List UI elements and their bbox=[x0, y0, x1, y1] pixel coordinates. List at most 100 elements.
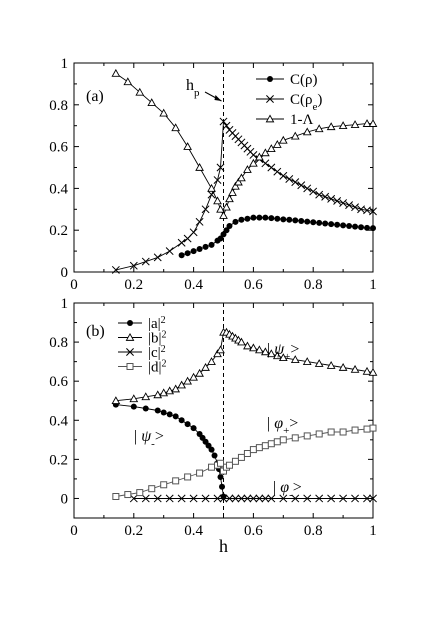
legend-label: C(ρe) bbox=[290, 92, 322, 113]
state-label-part: | bbox=[134, 428, 141, 445]
x-tick-label-part: 0.6 bbox=[244, 277, 263, 293]
data-point bbox=[220, 493, 227, 500]
data-point bbox=[327, 428, 335, 436]
data-point bbox=[291, 494, 300, 503]
data-point bbox=[364, 224, 371, 231]
data-point bbox=[165, 494, 174, 503]
series-0 bbox=[112, 401, 227, 500]
data-point bbox=[351, 203, 360, 212]
data-point bbox=[136, 489, 144, 497]
state-label-part: ψ bbox=[141, 428, 152, 445]
data-point bbox=[243, 450, 251, 457]
legend-label-part: |c| bbox=[148, 345, 161, 361]
state-label-part: φ bbox=[280, 479, 289, 496]
data-point bbox=[183, 142, 192, 150]
data-point bbox=[261, 442, 269, 450]
data-point bbox=[201, 205, 210, 214]
data-point bbox=[303, 184, 312, 193]
data-point bbox=[266, 349, 276, 358]
data-point bbox=[153, 494, 162, 503]
data-point bbox=[129, 394, 139, 403]
data-point bbox=[160, 481, 168, 489]
data-point bbox=[231, 494, 240, 503]
legend-marker bbox=[267, 76, 273, 82]
x-tick-label: 0 bbox=[70, 523, 78, 539]
data-point bbox=[314, 359, 324, 367]
data-point bbox=[314, 124, 324, 133]
data-point bbox=[184, 421, 191, 428]
y-tick-label-part: 0.2 bbox=[49, 223, 68, 239]
data-point bbox=[219, 117, 228, 126]
data-point bbox=[310, 219, 317, 226]
data-point bbox=[154, 407, 161, 414]
hp-annotation-part: h bbox=[186, 77, 194, 94]
data-point bbox=[244, 215, 251, 222]
y-tick-label: 1 bbox=[61, 296, 69, 312]
legend-label-part: 2 bbox=[161, 315, 166, 326]
data-point bbox=[249, 494, 258, 503]
series-0 bbox=[178, 214, 376, 259]
data-point bbox=[222, 202, 231, 211]
data-point bbox=[291, 178, 300, 187]
data-point bbox=[255, 494, 264, 503]
legend-label: C(ρ) bbox=[290, 72, 318, 88]
y-tick-label: 0.8 bbox=[49, 335, 68, 351]
y-tick-label-part: 1 bbox=[61, 296, 69, 312]
data-point bbox=[207, 357, 216, 365]
data-point bbox=[234, 177, 243, 186]
data-point bbox=[279, 171, 288, 180]
series-3 bbox=[112, 424, 377, 500]
legend-label-part: 1-Λ bbox=[290, 112, 313, 128]
data-point bbox=[243, 341, 252, 350]
state-label: | ψ+> bbox=[267, 341, 299, 363]
data-point bbox=[279, 494, 288, 503]
data-point bbox=[189, 372, 198, 381]
data-point bbox=[350, 120, 360, 128]
data-point bbox=[290, 131, 300, 140]
data-point bbox=[141, 392, 151, 401]
legend-label-part: 2 bbox=[162, 358, 167, 369]
legend-entry-1: |b|2 bbox=[118, 329, 167, 347]
y-tick-label-part: 0 bbox=[61, 265, 69, 281]
data-point bbox=[328, 221, 335, 228]
legend-marker bbox=[266, 95, 274, 103]
data-point bbox=[237, 337, 246, 346]
data-point bbox=[351, 426, 359, 434]
data-point bbox=[183, 234, 192, 243]
x-tick-label-part: 0.4 bbox=[184, 277, 203, 293]
y-tick-label: 0.8 bbox=[49, 98, 68, 114]
y-tick-label-part: 1 bbox=[61, 56, 69, 72]
state-label-part: | bbox=[267, 415, 274, 432]
x-axis-label: h bbox=[219, 536, 228, 556]
data-point bbox=[111, 265, 120, 274]
data-point bbox=[274, 215, 281, 222]
data-point bbox=[213, 349, 222, 358]
series-1 bbox=[111, 327, 378, 405]
data-point bbox=[216, 163, 225, 172]
legend-marker bbox=[127, 320, 133, 326]
data-point bbox=[177, 494, 186, 503]
data-point bbox=[261, 159, 270, 168]
data-point bbox=[303, 432, 311, 440]
data-point bbox=[195, 217, 204, 226]
data-point bbox=[334, 221, 341, 228]
data-point bbox=[231, 457, 239, 465]
data-point bbox=[273, 438, 281, 446]
data-point bbox=[326, 361, 336, 369]
data-point bbox=[243, 494, 252, 503]
data-point bbox=[255, 152, 264, 161]
data-point bbox=[249, 446, 257, 454]
data-point bbox=[208, 446, 215, 453]
data-point bbox=[249, 343, 258, 352]
data-point bbox=[217, 473, 224, 480]
x-tick-label: 1 bbox=[369, 523, 377, 539]
data-point bbox=[165, 247, 174, 256]
data-point bbox=[237, 453, 245, 461]
y-tick-label: 0 bbox=[61, 491, 69, 507]
data-point bbox=[278, 353, 288, 362]
y-tick-label-part: 0.8 bbox=[49, 98, 68, 114]
data-point bbox=[243, 165, 252, 173]
legend-label-part: |a| bbox=[148, 316, 161, 332]
legend-label-part: ρ bbox=[305, 72, 313, 88]
data-point bbox=[327, 194, 336, 203]
